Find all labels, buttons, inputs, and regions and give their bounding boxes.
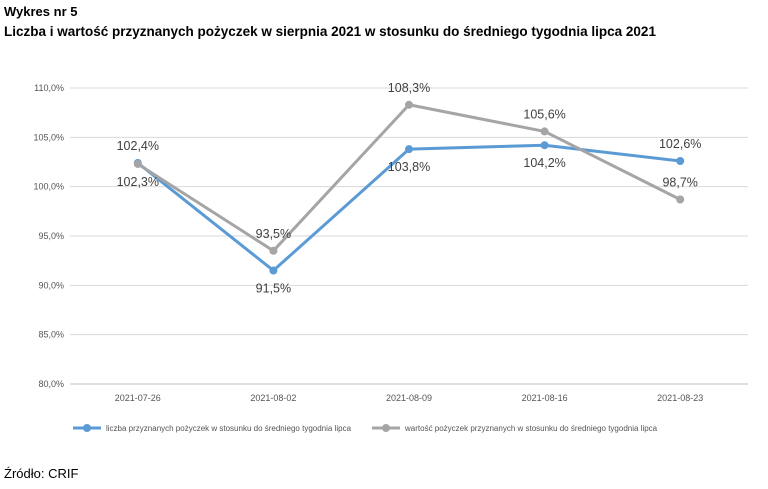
y-tick-label: 100,0% [33, 182, 64, 192]
data-point [540, 141, 549, 150]
data-label: 102,3% [117, 175, 159, 189]
data-point [540, 127, 549, 136]
legend-marker [382, 424, 390, 432]
data-label: 93,5% [256, 227, 291, 241]
y-axis-ticks: 80,0% 85,0% 90,0% 95,0% 100,0% 105,0% 110,0% [33, 83, 64, 389]
y-tick-label: 105,0% [33, 132, 64, 142]
data-label: 104,2% [523, 156, 565, 170]
data-point [405, 100, 413, 109]
series-lines [133, 100, 685, 275]
x-tick-label: 2021-08-02 [250, 393, 296, 403]
data-label: 108,3% [388, 81, 430, 95]
data-point [676, 195, 685, 204]
gridlines [70, 87, 748, 385]
data-label: 91,5% [256, 282, 291, 296]
legend-label: wartość pożyczek przyznanych w stosunku … [404, 424, 658, 433]
y-tick-label: 95,0% [38, 231, 64, 241]
figure-label: Wykres nr 5 [4, 4, 78, 19]
x-tick-label: 2021-08-16 [522, 393, 568, 403]
chart-title: Liczba i wartość przyznanych pożyczek w … [4, 24, 656, 39]
data-point [269, 266, 278, 275]
data-label: 105,6% [523, 107, 565, 121]
y-tick-label: 90,0% [38, 280, 64, 290]
data-label: 103,8% [388, 160, 430, 174]
data-point [676, 157, 685, 166]
legend-label: liczba przyznanych pożyczek w stosunku d… [106, 424, 352, 433]
legend-marker [83, 424, 91, 432]
source-note: Źródło: CRIF [4, 466, 79, 481]
x-tick-label: 2021-07-26 [115, 393, 161, 403]
line-chart: 80,0% 85,0% 90,0% 95,0% 100,0% 105,0% 110,0% 2… [33, 81, 748, 433]
data-label: 102,4% [117, 139, 159, 153]
y-tick-label: 110,0% [34, 83, 64, 93]
data-label: 102,6% [659, 137, 701, 151]
data-label: 98,7% [662, 175, 697, 189]
x-tick-label: 2021-08-23 [657, 393, 703, 403]
y-tick-label: 80,0% [38, 379, 64, 389]
data-point [405, 145, 413, 154]
data-point [269, 246, 278, 255]
data-labels: 102,4% 102,3% 91,5% 93,5% 103,8% 108,3% 104,2%… [117, 81, 702, 296]
legend: liczba przyznanych pożyczek w stosunku d… [73, 424, 658, 433]
y-tick-label: 85,0% [38, 330, 64, 340]
data-point [133, 159, 142, 168]
x-tick-label: 2021-08-09 [386, 393, 432, 403]
x-axis-ticks: 2021-07-26 2021-08-02 2021-08-09 2021-08-16… [115, 393, 703, 403]
